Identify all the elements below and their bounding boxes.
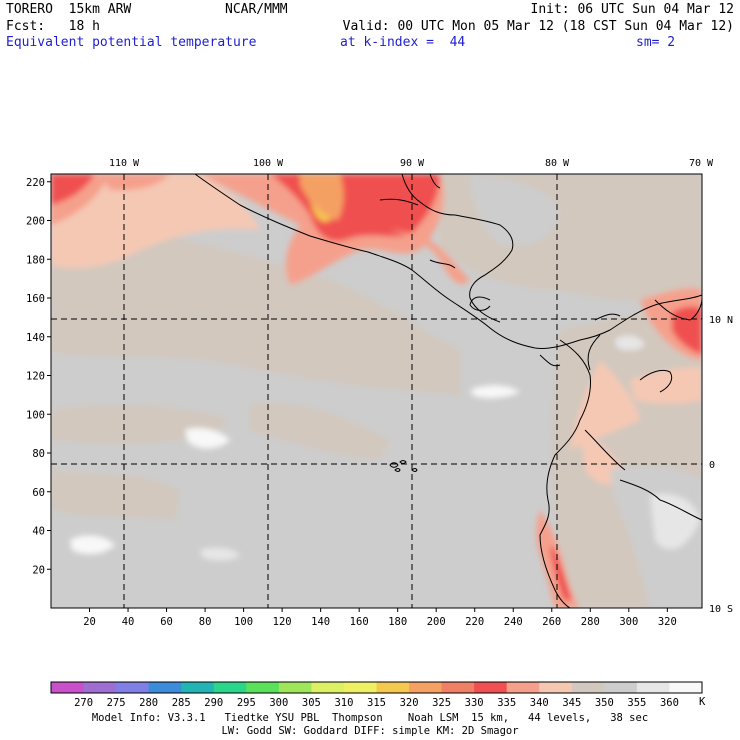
x-tick-label: 100 (234, 616, 253, 628)
x-tick-label: 20 (83, 616, 96, 628)
lat-label: 10 N (709, 315, 733, 326)
x-tick-label: 60 (160, 616, 173, 628)
colorbar-label: 355 (627, 697, 647, 709)
x-tick-label: 200 (427, 616, 446, 628)
colorbar-swatch (376, 682, 410, 693)
colorbar-label: 305 (301, 697, 321, 709)
colorbar-label: 300 (269, 697, 289, 709)
y-tick-label: 80 (32, 448, 45, 460)
field-name: Equivalent potential temperature (6, 35, 257, 50)
valid-time: Valid: 00 UTC Mon 05 Mar 12 (18 CST Sun … (342, 19, 734, 34)
y-tick-label: 140 (26, 332, 45, 344)
x-tick-label: 320 (658, 616, 677, 628)
colorbar-label: 325 (432, 697, 452, 709)
x-tick-label: 120 (273, 616, 292, 628)
colorbar-swatch (116, 682, 150, 693)
lon-label: 100 W (253, 158, 284, 169)
colorbar-swatch (669, 682, 703, 693)
y-tick-label: 40 (32, 526, 45, 538)
x-tick-label: 180 (388, 616, 407, 628)
plot-frame (50, 173, 703, 609)
x-tick-label: 220 (465, 616, 484, 628)
lat-label: 0 (709, 460, 715, 471)
colorbar-label: 335 (497, 697, 517, 709)
colorbar-label: 330 (464, 697, 484, 709)
y-tick-label: 120 (26, 371, 45, 383)
y-tick-label: 200 (26, 216, 45, 228)
x-tick-label: 240 (504, 616, 523, 628)
colorbar-label: 280 (139, 697, 159, 709)
colorbar-swatch (246, 682, 280, 693)
x-tick-label: 140 (311, 616, 330, 628)
y-tick-label: 220 (26, 177, 45, 189)
physics-info: LW: Godd SW: Goddard DIFF: simple KM: 2D… (221, 725, 519, 737)
colorbar-swatch (213, 682, 247, 693)
smoothing: sm= 2 (636, 35, 676, 50)
y-tick-label: 160 (26, 293, 45, 305)
colorbar-swatch (474, 682, 508, 693)
colorbar-label: 270 (74, 697, 94, 709)
y-tick-label: 60 (32, 487, 45, 499)
y-tick-label: 20 (32, 564, 45, 576)
lat-label: 10 S (709, 604, 733, 615)
colorbar-frame (50, 681, 703, 694)
colorbar-swatch (571, 682, 605, 693)
colorbar-label: 340 (529, 697, 549, 709)
colorbar-swatch (506, 682, 540, 693)
lon-label: 80 W (545, 158, 570, 169)
forecast-hour: Fcst: 18 h (6, 19, 100, 34)
y-tick-label: 180 (26, 254, 45, 266)
colorbar-swatch (636, 682, 670, 693)
x-tick-label: 160 (350, 616, 369, 628)
coastline (194, 173, 703, 609)
lon-label: 70 W (689, 158, 714, 169)
model-name: TORERO 15km ARW (6, 2, 132, 17)
colorbar-swatch (539, 682, 573, 693)
colorbar-label: 345 (562, 697, 582, 709)
colorbar-swatch (148, 682, 182, 693)
colorbar-label: 350 (594, 697, 614, 709)
x-tick-label: 260 (542, 616, 561, 628)
colorbar-label: 295 (236, 697, 256, 709)
x-tick-label: 280 (581, 616, 600, 628)
colorbar-label: 320 (399, 697, 419, 709)
colorbar-swatch (604, 682, 638, 693)
init-time: Init: 06 UTC Sun 04 Mar 12 (530, 2, 735, 17)
level-index: at k-index = 44 (340, 35, 466, 50)
latlon-grid (51, 174, 702, 608)
y-tick-label: 100 (26, 409, 45, 421)
colorbar-label: 275 (106, 697, 126, 709)
colorbar-unit: K (699, 696, 706, 708)
colorbar-swatch (409, 682, 443, 693)
colorbar-swatch (278, 682, 312, 693)
x-tick-label: 300 (619, 616, 638, 628)
lon-label: 110 W (109, 158, 140, 169)
colorbar-swatch (311, 682, 345, 693)
model-info: Model Info: V3.3.1 Tiedtke YSU PBL Thomp… (91, 712, 649, 724)
center-name: NCAR/MMM (225, 2, 288, 17)
colorbar (51, 682, 703, 693)
colorbar-swatch (51, 682, 85, 693)
x-tick-label: 80 (199, 616, 212, 628)
colorbar-label: 315 (367, 697, 386, 709)
x-tick-label: 40 (122, 616, 135, 628)
colorbar-label: 360 (659, 697, 679, 709)
colorbar-swatch (441, 682, 475, 693)
colorbar-swatch (181, 682, 215, 693)
colorbar-swatch (83, 682, 117, 693)
colorbar-swatch (343, 682, 377, 693)
colorbar-label: 310 (334, 697, 354, 709)
lon-label: 90 W (400, 158, 425, 169)
theta-e-field (51, 174, 702, 608)
colorbar-label: 285 (171, 697, 191, 709)
colorbar-label: 290 (204, 697, 224, 709)
